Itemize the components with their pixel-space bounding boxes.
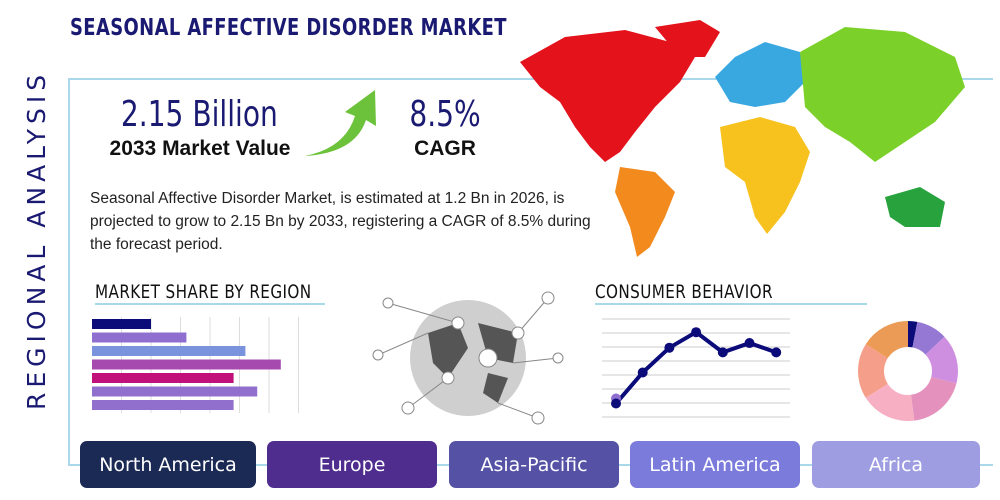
bar [92,346,246,356]
map-south-america [615,167,675,257]
bar [92,332,187,343]
bar [92,359,281,370]
line-point [771,347,782,358]
market-share-heading: MARKET SHARE BY REGION [95,281,312,303]
growth-arrow-icon [305,90,376,156]
donut-slice [925,336,958,384]
description: Seasonal Affective Disorder Market, is e… [90,190,591,253]
donut-slice [908,321,918,348]
line-point [664,342,675,353]
consumer-behavior-heading: CONSUMER BEHAVIOR [595,281,773,303]
market-value-label: 2033 Market Value [109,137,291,160]
region-button-asia-pacific[interactable]: Asia-Pacific [449,441,619,488]
line-point [691,327,702,338]
map-europe [715,42,805,107]
donut-slice [858,344,888,398]
side-label: REGIONAL ANALYSIS [22,69,51,410]
bar [92,319,151,329]
page-title: SEASONAL AFFECTIVE DISORDER MARKET [70,15,507,41]
region-button-north-america[interactable]: North America [80,441,256,488]
heading-underline [595,303,867,305]
map-africa [720,117,810,234]
region-button-europe[interactable]: Europe [267,441,437,488]
bar [92,400,234,410]
map-north-america [520,30,695,162]
region-button-latin-america[interactable]: Latin America [630,441,800,488]
line-chart [602,318,790,418]
market-value: 2.15 Billion [120,94,278,135]
map-australia [885,187,945,227]
line-point [611,398,621,409]
cagr-label: CAGR [414,137,476,160]
line-point [717,347,728,358]
cagr-value: 8.5% [409,94,481,135]
bar [92,373,234,383]
line-point [744,338,755,349]
world-map [520,20,965,257]
donut-slice [865,321,908,359]
donut-chart [858,321,958,421]
heading-underline [95,303,325,305]
region-button-africa[interactable]: Africa [812,441,980,488]
donut-slice [865,383,915,421]
bar [92,386,258,397]
line-point [637,367,648,378]
globe-network-icon [372,291,564,425]
map-greenland [655,20,720,57]
map-asia [800,27,965,162]
donut-slice [911,376,957,421]
donut-slice [912,321,945,355]
bar-chart [92,317,299,413]
